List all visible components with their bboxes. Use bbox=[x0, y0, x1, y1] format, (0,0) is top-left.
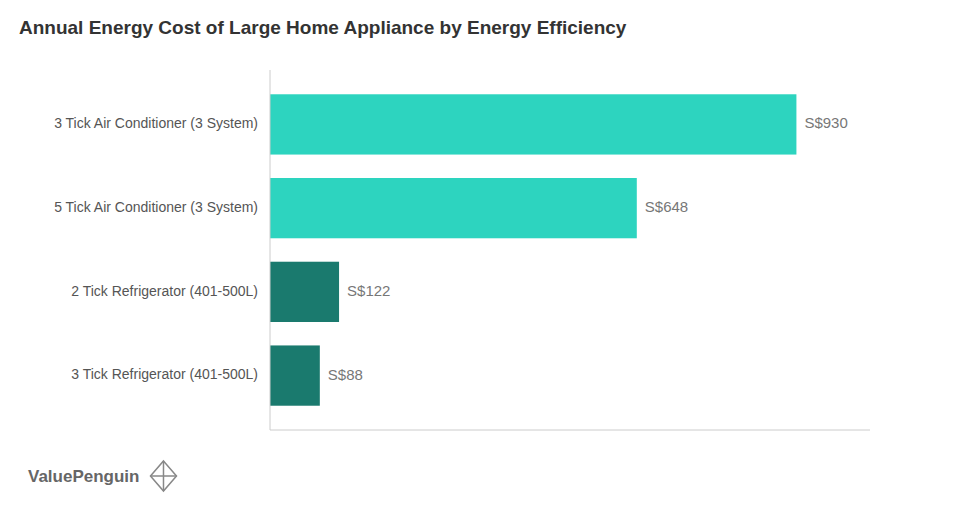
watermark: ValuePenguin bbox=[28, 467, 139, 486]
logo bbox=[150, 461, 176, 491]
x-axis-line bbox=[270, 430, 870, 431]
bar bbox=[270, 94, 796, 154]
bar bbox=[270, 178, 637, 238]
y-tick-label: 3 Tick Air Conditioner (3 System) bbox=[54, 115, 258, 131]
bar bbox=[270, 262, 339, 322]
logo-diamond bbox=[150, 461, 176, 491]
y-tick-label: 3 Tick Refrigerator (401-500L) bbox=[71, 366, 258, 382]
y-tick-label: 2 Tick Refrigerator (401-500L) bbox=[71, 283, 258, 299]
data-label: S$88 bbox=[328, 366, 363, 383]
title: Annual Energy Cost of Large Home Applian… bbox=[19, 17, 627, 38]
logo-line bbox=[163, 461, 165, 491]
y-axis-line bbox=[270, 70, 271, 430]
data-label: S$648 bbox=[645, 198, 688, 215]
data-label: S$122 bbox=[347, 282, 390, 299]
y-tick-label: 5 Tick Air Conditioner (3 System) bbox=[54, 199, 258, 215]
bar bbox=[270, 345, 320, 405]
chart: Annual Energy Cost of Large Home Applian… bbox=[0, 0, 959, 509]
bars bbox=[270, 94, 796, 405]
data-label: S$930 bbox=[804, 114, 847, 131]
